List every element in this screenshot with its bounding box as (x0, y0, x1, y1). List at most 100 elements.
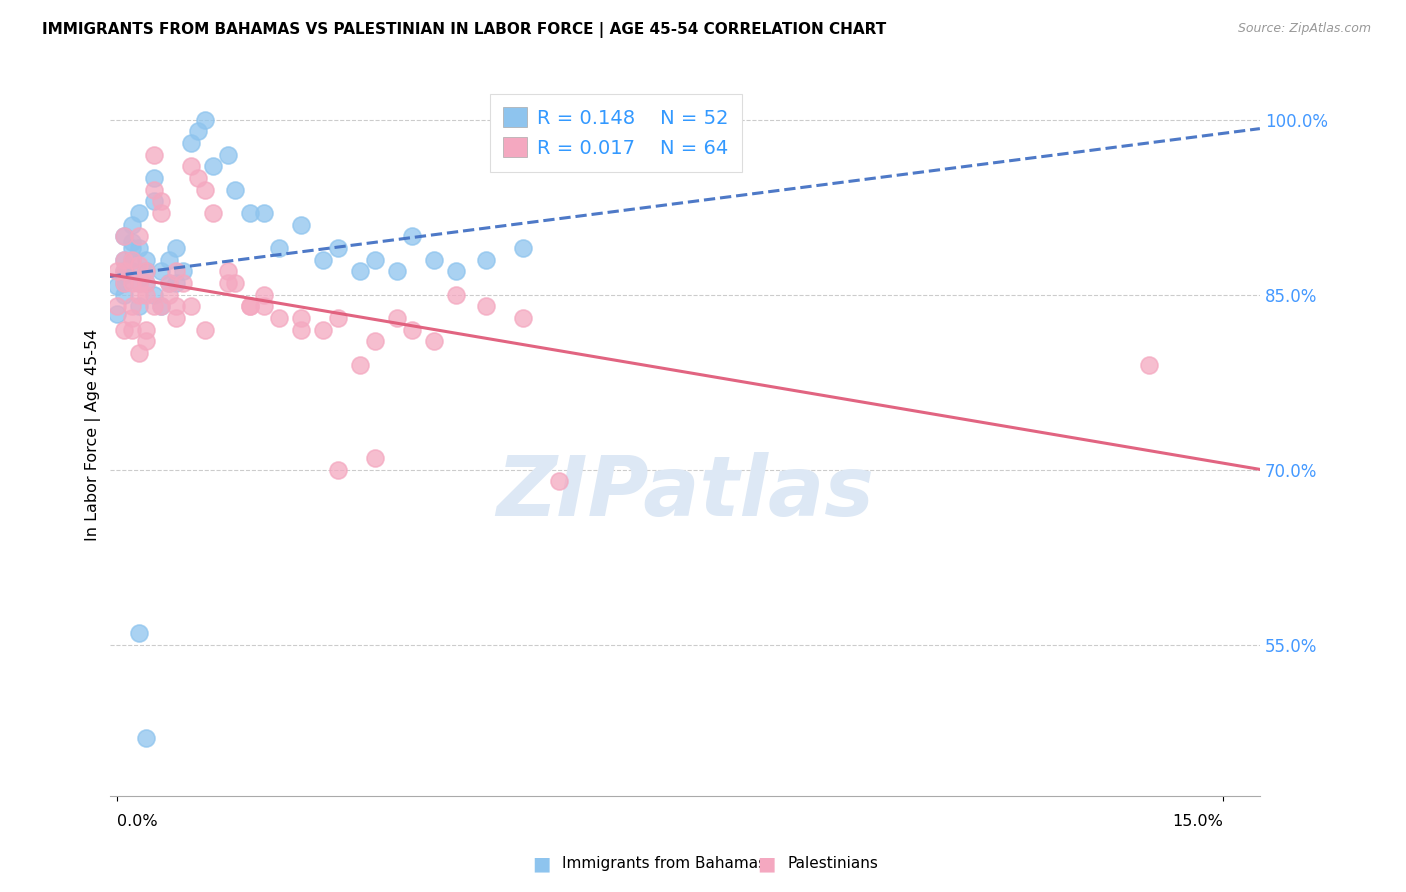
Y-axis label: In Labor Force | Age 45-54: In Labor Force | Age 45-54 (86, 328, 101, 541)
Point (474, 252, 496, 267)
Point (135, 276, 157, 290)
Point (135, 287, 157, 301)
Point (1137, 358, 1160, 372)
Point (157, 276, 180, 290)
Point (165, 310, 187, 325)
Point (269, 241, 291, 255)
Point (172, 276, 194, 290)
Point (512, 241, 534, 255)
Point (128, 276, 150, 290)
Point (157, 287, 180, 301)
Point (128, 626, 150, 640)
Point (444, 264, 467, 278)
Point (121, 252, 143, 267)
Point (121, 310, 143, 325)
Point (328, 241, 350, 255)
Text: ■: ■ (756, 854, 776, 873)
Point (364, 252, 387, 267)
Point (142, 299, 165, 313)
Point (328, 463, 350, 477)
Point (135, 731, 157, 745)
Point (290, 218, 312, 232)
Point (128, 241, 150, 255)
Point (128, 259, 150, 273)
Point (121, 276, 143, 290)
Point (150, 206, 173, 220)
Point (112, 229, 135, 244)
Point (128, 299, 150, 313)
Point (157, 276, 180, 290)
Point (121, 299, 143, 313)
Point (172, 264, 194, 278)
Point (105, 279, 128, 293)
Point (224, 183, 246, 197)
Point (112, 264, 135, 278)
Point (385, 310, 408, 325)
Point (253, 299, 276, 313)
Point (105, 299, 128, 313)
Point (187, 124, 209, 138)
Point (112, 229, 135, 244)
Point (165, 276, 187, 290)
Point (150, 299, 173, 313)
Point (128, 346, 150, 360)
Point (224, 276, 246, 290)
Point (105, 308, 128, 322)
Point (474, 299, 496, 313)
Text: Palestinians: Palestinians (787, 856, 879, 871)
Text: ■: ■ (531, 854, 551, 873)
Point (312, 323, 335, 337)
Point (217, 147, 239, 161)
Point (135, 264, 157, 278)
Point (112, 276, 135, 290)
Point (142, 287, 165, 301)
Point (165, 299, 187, 313)
Point (135, 264, 157, 278)
Text: Immigrants from Bahamas: Immigrants from Bahamas (562, 856, 766, 871)
Point (328, 310, 350, 325)
Point (180, 159, 202, 173)
Text: 15.0%: 15.0% (1173, 814, 1223, 829)
Point (112, 252, 135, 267)
Point (150, 264, 173, 278)
Point (121, 264, 143, 278)
Point (128, 276, 150, 290)
Point (157, 252, 180, 267)
Point (150, 194, 173, 209)
Point (201, 206, 224, 220)
Point (142, 147, 165, 161)
Point (239, 299, 262, 313)
Point (364, 334, 387, 349)
Text: ZIPatlas: ZIPatlas (496, 452, 873, 533)
Point (187, 171, 209, 186)
Point (121, 218, 143, 232)
Point (423, 252, 446, 267)
Point (401, 323, 423, 337)
Point (128, 206, 150, 220)
Point (253, 206, 276, 220)
Point (135, 323, 157, 337)
Point (165, 241, 187, 255)
Point (194, 323, 217, 337)
Point (180, 299, 202, 313)
Point (290, 323, 312, 337)
Point (142, 194, 165, 209)
Point (150, 299, 173, 313)
Point (128, 229, 150, 244)
Point (194, 183, 217, 197)
Point (112, 276, 135, 290)
Text: IMMIGRANTS FROM BAHAMAS VS PALESTINIAN IN LABOR FORCE | AGE 45-54 CORRELATION CH: IMMIGRANTS FROM BAHAMAS VS PALESTINIAN I… (42, 22, 886, 38)
Point (269, 310, 291, 325)
Point (105, 264, 128, 278)
Point (512, 310, 534, 325)
Point (112, 287, 135, 301)
Point (349, 358, 371, 372)
Point (194, 112, 217, 127)
Legend: R = 0.148    N = 52, R = 0.017    N = 64: R = 0.148 N = 52, R = 0.017 N = 64 (489, 94, 741, 171)
Point (349, 264, 371, 278)
Point (253, 287, 276, 301)
Text: 0.0%: 0.0% (117, 814, 157, 829)
Point (142, 171, 165, 186)
Point (239, 299, 262, 313)
Point (121, 235, 143, 249)
